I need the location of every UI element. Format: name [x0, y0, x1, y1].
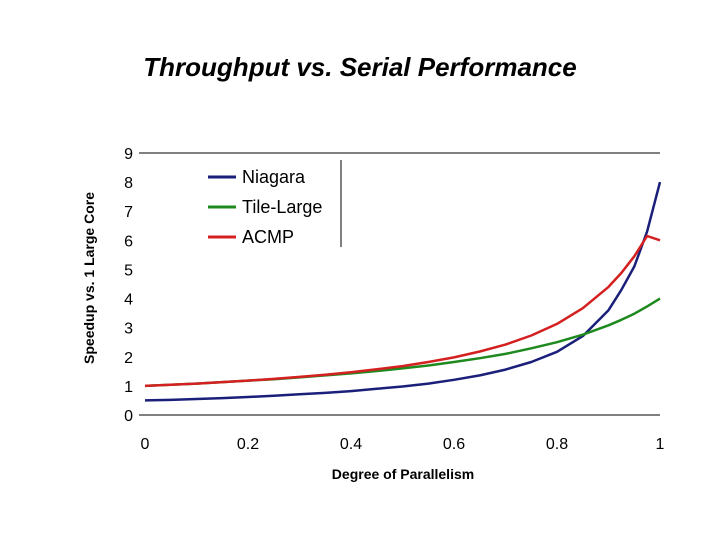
y-tick-label: 7 [124, 204, 133, 221]
series-layer [144, 181, 662, 402]
y-tick-label: 3 [124, 321, 133, 338]
y-tick-label: 6 [124, 233, 133, 250]
y-tick-label: 8 [124, 175, 133, 192]
series-line-tile-large [144, 297, 661, 388]
y-tick-label: 4 [124, 292, 133, 309]
series-line-acmp [144, 234, 661, 388]
y-axis-label: Speedup vs. 1 Large Core [81, 192, 97, 364]
x-tick-label: 0.6 [443, 436, 465, 453]
x-tick-label: 0.2 [237, 436, 259, 453]
y-tick-label: 9 [124, 146, 133, 163]
axes-layer: 0 1 2 3 4 5 6 7 8 9 0 0.2 0.4 0.6 0.8 1 [124, 146, 664, 453]
x-tick-label: 1 [656, 436, 665, 453]
series-line-niagara [144, 181, 662, 402]
y-tick-label: 5 [124, 262, 133, 279]
y-tick-label: 2 [124, 350, 133, 367]
x-tick-label: 0 [141, 436, 150, 453]
legend-label: ACMP [242, 227, 294, 247]
x-tick-label: 0.4 [340, 436, 362, 453]
legend: Niagara Tile-Large ACMP [208, 160, 342, 247]
y-tick-label: 0 [124, 408, 133, 425]
x-axis-label: Degree of Parallelism [332, 466, 474, 482]
legend-label: Tile-Large [242, 197, 322, 217]
y-tick-label: 1 [124, 379, 133, 396]
chart-title: Throughput vs. Serial Performance [143, 52, 577, 82]
x-tick-label: 0.8 [546, 436, 568, 453]
legend-label: Niagara [242, 167, 306, 187]
